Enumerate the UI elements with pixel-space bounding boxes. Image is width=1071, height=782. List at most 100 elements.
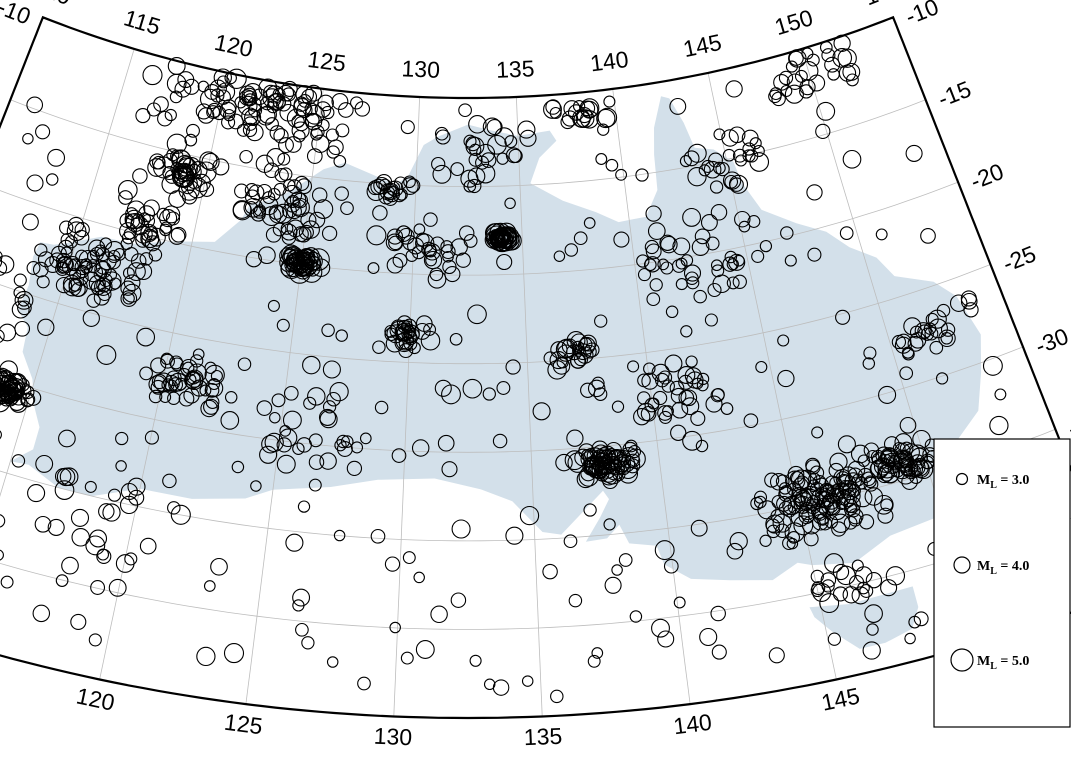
event-circle bbox=[684, 367, 702, 385]
event-circle bbox=[80, 260, 93, 274]
event-circle bbox=[11, 454, 26, 468]
event-circle bbox=[183, 387, 200, 404]
event-circle bbox=[564, 243, 579, 257]
event-circle bbox=[84, 480, 97, 493]
event-circle bbox=[829, 452, 848, 471]
event-circle bbox=[402, 551, 416, 565]
event-circle bbox=[494, 228, 510, 244]
event-circle bbox=[366, 181, 386, 202]
event-circle bbox=[572, 100, 586, 113]
event-circle bbox=[292, 588, 311, 607]
event-circle bbox=[696, 372, 710, 386]
left-lat-label: -10 bbox=[0, 0, 34, 30]
event-circle bbox=[710, 204, 728, 221]
event-circle bbox=[681, 397, 700, 416]
event-circle bbox=[862, 357, 876, 370]
event-circle bbox=[168, 190, 186, 208]
event-circle bbox=[26, 261, 41, 275]
event-circle bbox=[755, 360, 768, 374]
event-circle bbox=[146, 227, 166, 247]
event-circle bbox=[759, 239, 773, 253]
event-circle bbox=[296, 251, 315, 270]
event-circle bbox=[690, 519, 708, 537]
event-circle bbox=[0, 260, 8, 276]
event-circle bbox=[591, 647, 604, 659]
event-circle bbox=[266, 148, 286, 167]
meridian-line bbox=[612, 88, 691, 705]
event-circle bbox=[203, 580, 216, 592]
event-circle bbox=[591, 463, 608, 480]
event-circle bbox=[682, 430, 703, 451]
event-circle bbox=[492, 679, 510, 696]
event-circle bbox=[672, 237, 691, 256]
event-circle bbox=[799, 84, 814, 99]
event-circle bbox=[357, 676, 371, 691]
event-circle bbox=[580, 110, 599, 129]
event-circle bbox=[56, 255, 74, 274]
event-circle bbox=[555, 453, 573, 472]
event-circle bbox=[256, 400, 273, 416]
top-lon-label: 115 bbox=[121, 4, 164, 39]
right-lat-label: -30 bbox=[1032, 323, 1071, 359]
event-circle bbox=[902, 347, 915, 361]
event-circle bbox=[97, 287, 112, 302]
event-circle bbox=[14, 320, 31, 337]
event-circle bbox=[920, 327, 934, 341]
event-circle bbox=[636, 254, 650, 268]
meridian-line bbox=[0, 48, 135, 498]
event-circle bbox=[415, 640, 435, 659]
event-circle bbox=[288, 255, 305, 271]
event-circle bbox=[36, 275, 50, 289]
event-circle bbox=[705, 395, 723, 413]
event-circle bbox=[11, 300, 30, 319]
event-circle bbox=[669, 380, 685, 396]
event-circle bbox=[317, 94, 334, 112]
event-circle bbox=[832, 563, 850, 581]
event-circle bbox=[97, 280, 111, 293]
event-circle bbox=[130, 216, 150, 236]
event-circle bbox=[153, 96, 169, 112]
event-circle bbox=[385, 233, 404, 252]
event-circle bbox=[629, 610, 643, 623]
event-circle bbox=[652, 390, 668, 406]
event-circle bbox=[609, 449, 624, 464]
event-circle bbox=[449, 332, 463, 346]
event-circle bbox=[167, 501, 181, 515]
event-circle bbox=[550, 689, 564, 704]
event-circle bbox=[322, 360, 341, 379]
event-circle bbox=[300, 258, 315, 273]
event-circle bbox=[864, 604, 883, 623]
event-circle bbox=[637, 391, 651, 405]
event-circle bbox=[827, 632, 842, 646]
event-circle bbox=[573, 231, 588, 246]
event-circle bbox=[843, 495, 861, 514]
event-circle bbox=[258, 195, 279, 216]
event-circle bbox=[451, 519, 471, 539]
event-circle bbox=[17, 300, 32, 316]
event-circle bbox=[308, 433, 323, 448]
event-circle bbox=[199, 151, 218, 170]
event-circle bbox=[413, 571, 425, 584]
event-circle bbox=[122, 292, 135, 305]
event-circle bbox=[729, 532, 748, 551]
event-circle bbox=[295, 622, 309, 637]
event-circle bbox=[711, 264, 725, 278]
event-circle bbox=[266, 100, 280, 114]
event-circle bbox=[598, 445, 616, 463]
event-circle bbox=[864, 487, 884, 506]
event-circle bbox=[425, 254, 438, 267]
event-circle bbox=[722, 148, 736, 162]
event-circle bbox=[498, 227, 518, 248]
event-circle bbox=[281, 80, 298, 97]
event-circle bbox=[458, 103, 472, 118]
event-circle bbox=[759, 534, 772, 547]
event-circle bbox=[784, 84, 804, 104]
event-circle bbox=[604, 576, 622, 594]
event-circle bbox=[532, 402, 551, 421]
event-circle bbox=[210, 369, 223, 383]
event-circle bbox=[847, 508, 864, 525]
event-circle bbox=[605, 158, 619, 172]
event-circle bbox=[778, 482, 792, 495]
event-circle bbox=[276, 454, 296, 474]
event-circle bbox=[276, 437, 292, 453]
